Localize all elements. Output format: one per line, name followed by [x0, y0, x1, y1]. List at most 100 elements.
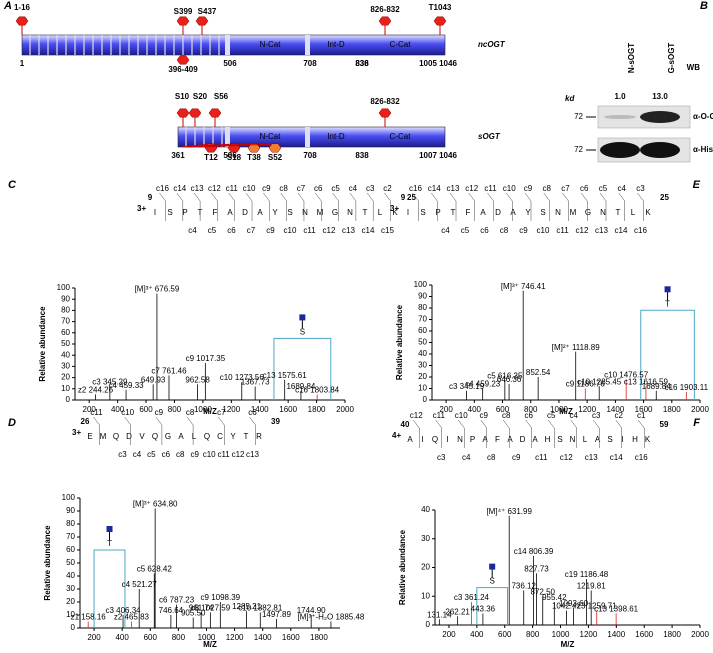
x-tick-label: 200 — [83, 405, 97, 414]
lane-label: G-sOGT — [667, 43, 676, 74]
residue: A — [257, 208, 263, 217]
glycan-bracket — [640, 309, 695, 400]
fragment-ion: c13 — [342, 226, 355, 235]
fragment-mark — [249, 416, 256, 445]
peak-label: c10 1273.56 — [220, 373, 265, 382]
site-marker — [15, 16, 29, 26]
residue: L — [583, 435, 588, 444]
site-marker — [247, 143, 261, 153]
ratio-label: 13.0 — [652, 92, 668, 101]
x-tick-label: 1400 — [606, 405, 624, 414]
site-label: S18 — [227, 153, 242, 162]
peak-label: c10 1285.45 — [577, 377, 622, 386]
fragment-ion: c10 — [537, 226, 550, 235]
fragment-ion: c13 — [447, 184, 460, 193]
site-label: S10 — [175, 92, 190, 101]
residue: H — [545, 435, 551, 444]
fragment-mark — [431, 192, 438, 221]
fragment-ion: c11 — [433, 411, 446, 420]
fragment-ion: c8 — [500, 226, 509, 235]
fragment-ion: c6 — [248, 408, 257, 417]
peak-label: z3 1259.71 — [577, 602, 617, 611]
fragment-mark — [263, 192, 270, 221]
fragment-ion: c10 — [455, 411, 468, 420]
fragment-ion: c11 — [303, 226, 316, 235]
residue: G — [165, 432, 171, 441]
x-tick-label: 1000 — [550, 405, 568, 414]
peak-label: 443.36 — [471, 605, 496, 614]
start-residue: 26 — [81, 417, 90, 426]
residue: F — [213, 208, 218, 217]
peak-label: c5 616.35 — [487, 372, 523, 381]
peak-label: 1689.84 — [642, 382, 671, 391]
residue-label: 1007 — [419, 151, 437, 160]
residue: T — [451, 208, 456, 217]
fragment-mark — [176, 192, 184, 221]
glcnac-symbol — [489, 563, 496, 570]
fragment-mark — [435, 419, 442, 448]
site-marker — [195, 16, 209, 26]
fragment-mark — [637, 192, 644, 221]
fragment-ion: c4 — [441, 226, 450, 235]
fragment-mark — [124, 416, 131, 445]
panel-letter: E — [693, 179, 701, 191]
fragment-ion: c9 — [190, 450, 199, 459]
fragment-ion: c8 — [186, 408, 195, 417]
band — [640, 111, 680, 123]
residue: N — [600, 208, 606, 217]
y-tick-label: 60 — [66, 545, 75, 554]
fragment-ion: c10 — [243, 184, 256, 193]
fragment-ion: c8 — [487, 453, 496, 462]
site-label: S52 — [268, 153, 283, 162]
fragment-ion: c5 — [461, 226, 470, 235]
fragment-ion: c4 — [188, 226, 197, 235]
y-tick-label: 80 — [66, 519, 75, 528]
y-tick-label: 20 — [421, 563, 430, 572]
x-tick-label: 1600 — [635, 630, 653, 639]
residue: D — [242, 208, 248, 217]
fragment-ion: c14 — [610, 453, 623, 462]
y-tick-label: 70 — [66, 532, 75, 541]
y-axis-label: Relative abundance — [398, 529, 407, 605]
fragment-ion: c7 — [561, 184, 570, 193]
peak-label: [M]³⁺ 634.80 — [133, 500, 178, 509]
site-marker — [176, 16, 190, 26]
site-marker — [433, 16, 447, 26]
blot-label: α-His — [693, 145, 713, 154]
y-tick-label: 30 — [66, 584, 75, 593]
residue: A — [507, 435, 513, 444]
start-residue: 40 — [401, 420, 410, 429]
peak-label: z1 158.16 — [71, 613, 107, 622]
y-tick-label: 0 — [426, 620, 431, 629]
protein-name: sOGT — [478, 132, 501, 141]
residue: A — [480, 208, 486, 217]
fragment-mark — [332, 192, 339, 221]
peak-label: 1042.42 — [552, 602, 581, 611]
fragment-ion: c13 — [585, 453, 598, 462]
x-tick-label: 1000 — [194, 405, 212, 414]
residue: D — [495, 208, 501, 217]
fragment-mark — [525, 419, 532, 448]
x-tick-label: 1200 — [578, 405, 596, 414]
domain-gap — [225, 35, 230, 55]
y-tick-label: 80 — [61, 306, 70, 315]
x-tick-label: 800 — [168, 405, 182, 414]
fragment-ion: c6 — [314, 184, 323, 193]
residue-label: 1046 — [439, 59, 457, 68]
fragment-ion: c12 — [232, 450, 245, 459]
glyco-residue: S — [300, 328, 305, 337]
fragment-ion: c2 — [383, 184, 392, 193]
fragment-mark — [155, 416, 163, 445]
end-residue: 25 — [407, 193, 416, 202]
fragment-ion: c3 — [437, 453, 446, 462]
fragment-ion: c9 — [524, 184, 533, 193]
x-tick-label: 200 — [439, 405, 453, 414]
site-label: S20 — [193, 92, 208, 101]
band — [604, 115, 636, 119]
site-label: 826-832 — [370, 97, 400, 106]
y-axis-label: Relative abundance — [395, 304, 404, 380]
y-tick-label: 90 — [61, 294, 70, 303]
x-tick-label: 2000 — [691, 630, 709, 639]
peak-label: c6 787.23 — [159, 596, 195, 605]
